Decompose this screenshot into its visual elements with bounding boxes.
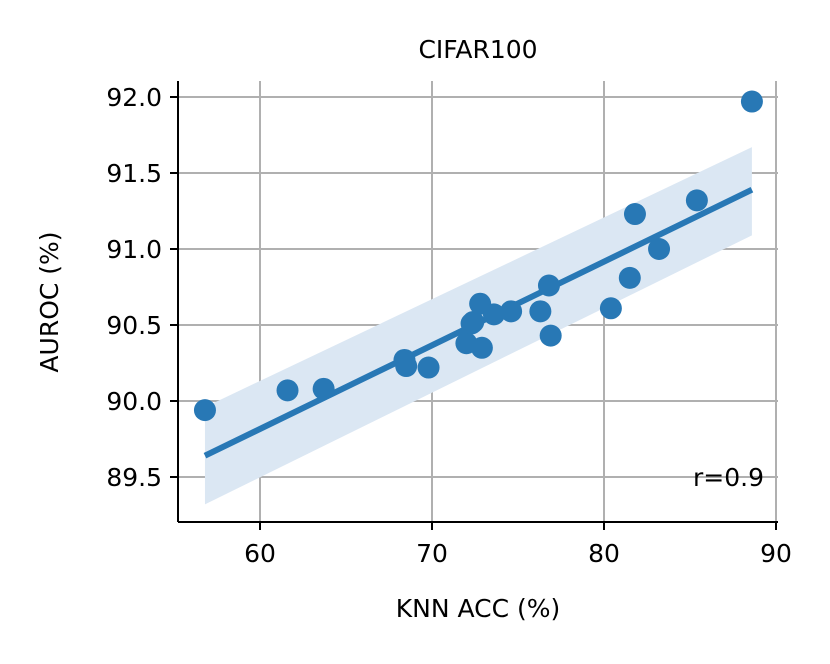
data-point [648, 238, 671, 260]
ticks: 60 70 80 90 89.5 90.0 90.5 91.0 91.5 92.0 [106, 83, 792, 568]
data-point [599, 297, 622, 320]
data-points [193, 90, 763, 422]
data-point [500, 300, 523, 323]
axes [177, 81, 778, 523]
correlation-annotation: r=0.9 [693, 463, 764, 492]
x-axis-title: KNN ACC (%) [396, 594, 561, 623]
data-point [193, 399, 216, 422]
y-tick-label: 89.5 [106, 463, 162, 492]
x-tick-label: 80 [588, 539, 620, 568]
data-point [685, 189, 708, 212]
chart-title: CIFAR100 [418, 35, 537, 64]
x-tick-label: 70 [416, 539, 448, 568]
y-tick-label: 92.0 [106, 83, 162, 112]
data-point [395, 355, 418, 378]
data-point [462, 310, 485, 333]
y-tick-label: 91.5 [106, 159, 162, 188]
data-point [312, 377, 335, 400]
data-point [537, 274, 560, 297]
data-point [470, 336, 493, 359]
data-point [482, 303, 505, 326]
y-tick-label: 90.0 [106, 387, 162, 416]
data-point [539, 324, 562, 347]
y-tick-label: 90.5 [106, 311, 162, 340]
y-tick-label: 91.0 [106, 235, 162, 264]
data-point [740, 90, 763, 113]
data-point [623, 203, 646, 226]
data-point [529, 300, 552, 323]
data-point [618, 266, 641, 289]
x-tick-label: 60 [244, 539, 276, 568]
data-point [276, 379, 299, 402]
y-axis-title: AUROC (%) [35, 231, 64, 372]
x-tick-label: 90 [760, 539, 792, 568]
data-point [417, 356, 440, 379]
